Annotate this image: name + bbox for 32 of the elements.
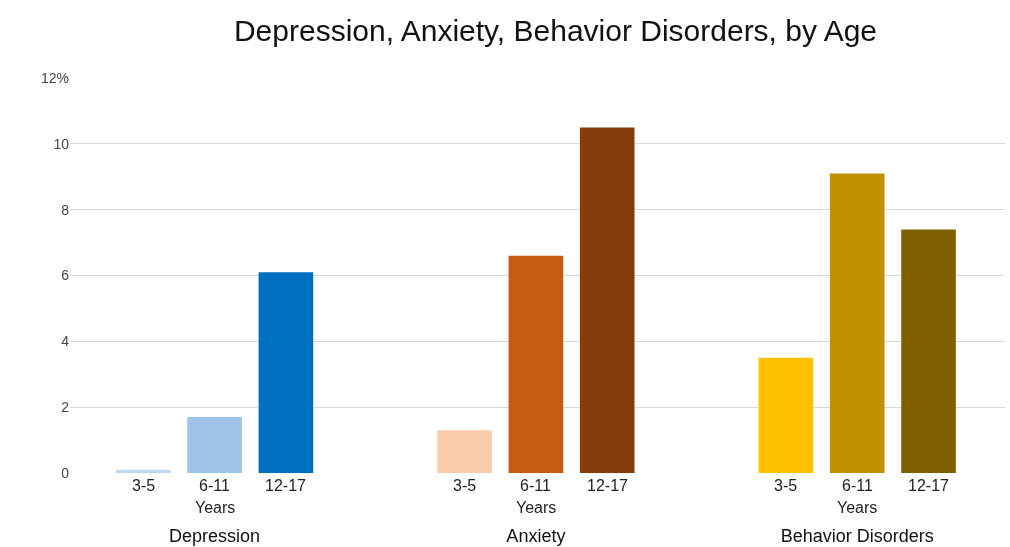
- x-tick-label: Behavior Disorders: [780, 526, 934, 546]
- text: Years: [837, 499, 878, 516]
- bar: [437, 430, 492, 473]
- y-tick-label: 8: [61, 201, 70, 218]
- y-tick-label: 6: [61, 267, 70, 284]
- chart-title: Depression, Anxiety, Behavior Disorders, by Age: [233, 13, 878, 47]
- x-tick-label: Anxiety: [506, 526, 566, 546]
- y-tick-label: 10: [53, 135, 70, 152]
- text: 12-17: [908, 477, 949, 494]
- bar: [115, 469, 171, 473]
- bar: [508, 255, 564, 473]
- bar: [187, 417, 242, 473]
- text: 6-11: [520, 477, 551, 494]
- bar: [579, 127, 635, 473]
- text: 6-11: [842, 477, 873, 494]
- y-tick-label: 0: [61, 464, 70, 481]
- text: 3-5: [774, 477, 798, 494]
- series-label: 6-11: [199, 477, 230, 494]
- x-tick-label: Depression: [169, 526, 261, 546]
- y-tick-label: 4: [61, 333, 70, 350]
- text: 12-17: [587, 477, 628, 494]
- bar: [758, 357, 814, 473]
- text: Years: [516, 499, 557, 516]
- text: 3-5: [453, 477, 477, 494]
- bar: [829, 173, 885, 473]
- y-tick-label: 12%: [40, 69, 69, 86]
- y-tick-label: 2: [61, 399, 70, 416]
- series-label: 12-17: [265, 477, 307, 494]
- bar: [901, 229, 956, 473]
- series-label: 3-5: [132, 477, 156, 494]
- text: Years: [195, 499, 236, 516]
- bar: [258, 272, 314, 473]
